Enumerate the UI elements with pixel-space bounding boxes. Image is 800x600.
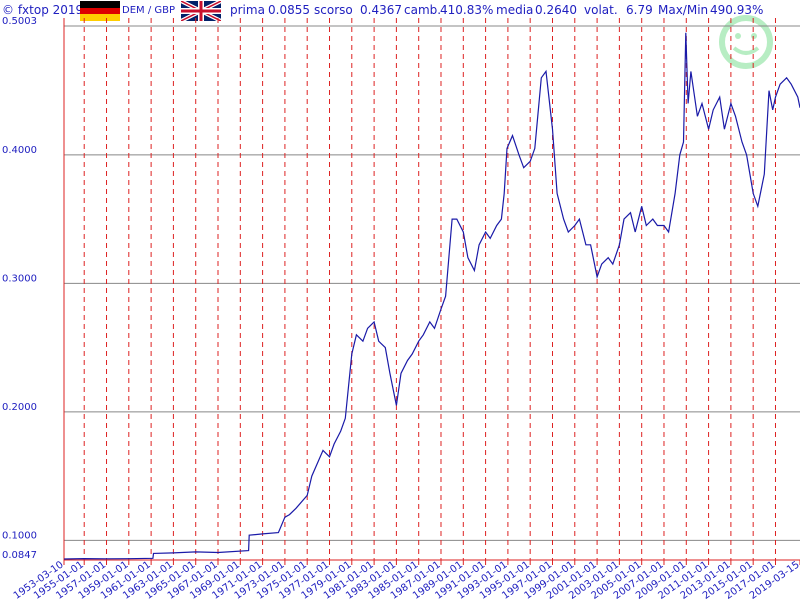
last-label: scorso (314, 3, 353, 17)
y-tick-label: 0.4000 (2, 145, 37, 156)
germany-flag-icon (80, 1, 120, 21)
y-tick-label: 0.3000 (2, 273, 37, 284)
volatility-value: 6.79 (626, 3, 653, 17)
mean-label: media (496, 3, 534, 17)
y-tick-label: 0.2000 (2, 402, 37, 413)
change-label: camb. (404, 3, 442, 17)
currency-pair-label: DEM / GBP (122, 5, 176, 16)
last-value: 0.4367 (360, 3, 402, 17)
volatility-label: volat. (584, 3, 618, 17)
y-tick-label: 0.5003 (2, 16, 37, 27)
first-value: 0.0855 (268, 3, 310, 17)
uk-flag-icon (181, 1, 221, 21)
first-label: prima (230, 3, 265, 17)
y-tick-labels: 0.0847 0.1000 0.2000 0.3000 0.4000 0.5003 (2, 16, 37, 561)
y-tick-label: 0.0847 (2, 550, 37, 561)
series-line (63, 32, 800, 560)
copyright-label: © fxtop 2019 (2, 3, 84, 17)
chart-header: © fxtop 2019 DEM / GBP prima 0.0855 scor… (0, 0, 800, 22)
fxtop-smiley-watermark (719, 15, 773, 69)
maxmin-label: Max/Min (658, 3, 709, 17)
x-tick-labels: 1953-03-101955-01-011957-01-011959-01-01… (12, 559, 800, 600)
mean-value: 0.2640 (535, 3, 577, 17)
horizontal-gridlines (64, 25, 800, 561)
vertical-gridlines (63, 18, 800, 565)
change-value: 410.83% (440, 3, 494, 17)
y-tick-label: 0.1000 (2, 530, 37, 541)
maxmin-value: 490.93% (710, 3, 764, 17)
